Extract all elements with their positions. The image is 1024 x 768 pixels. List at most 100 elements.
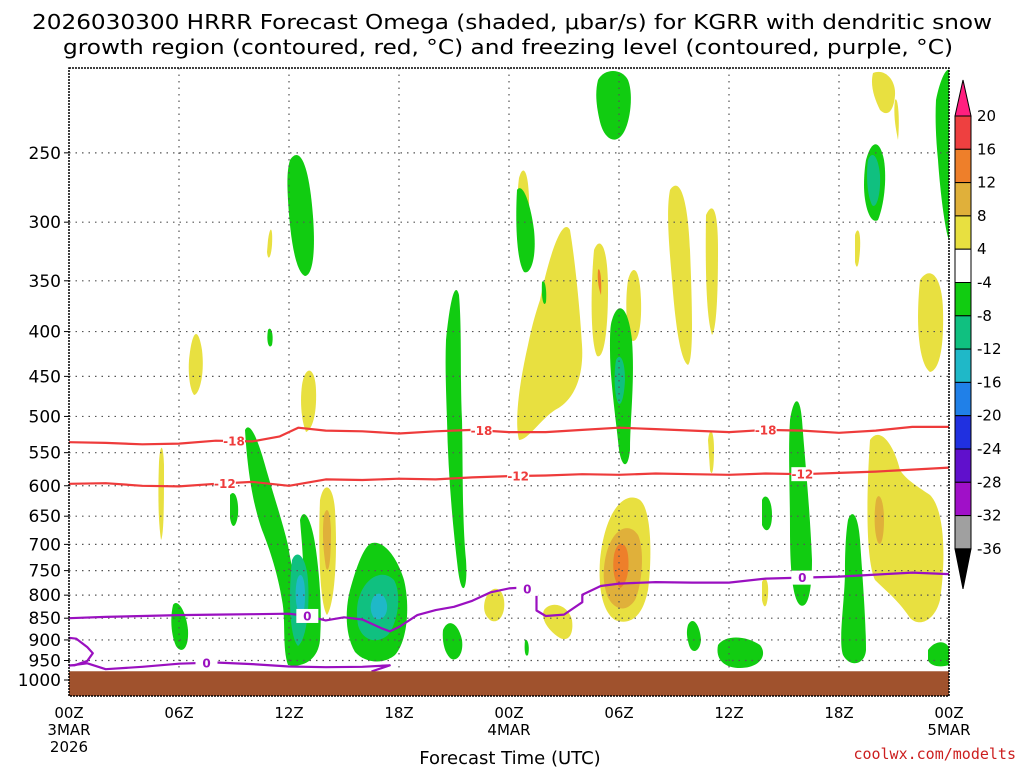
omega-negative-region <box>287 155 314 276</box>
terrain-ground <box>69 671 949 696</box>
freezing-level-contour <box>69 571 949 633</box>
colorbar-label: -8 <box>977 307 992 325</box>
x-tick-label: 00Z <box>494 704 523 722</box>
omega-positive-region <box>871 71 896 114</box>
colorbar-label: -28 <box>977 473 1002 491</box>
colorbar-swatch <box>954 248 972 283</box>
colorbar-label: 12 <box>977 174 996 192</box>
chart-title-line-2: growth region (contoured, red, °C) and f… <box>63 35 953 59</box>
omega-negative-region <box>370 593 388 620</box>
y-axis: 2503003504004505005506006507007508008509… <box>18 144 69 691</box>
contour-label: 0 <box>303 609 311 623</box>
chart-title-line-1: 2026030300 HRRR Forecast Omega (shaded, … <box>32 10 992 34</box>
omega-negative-region <box>614 356 625 404</box>
dotted-grid <box>69 68 949 696</box>
contour-label: 0 <box>523 582 531 596</box>
x-tick-date-label: 3MAR <box>47 721 90 739</box>
y-tick-label: 800 <box>29 586 61 606</box>
colorbar-swatch <box>954 348 972 383</box>
colorbar-swatch <box>954 148 972 184</box>
colorbar-swatch <box>954 448 972 483</box>
x-tick-label: 06Z <box>164 704 193 722</box>
omega-positive-region <box>613 543 629 588</box>
contour-label-background <box>507 468 530 483</box>
colorbar-label: -20 <box>977 407 1002 425</box>
omega-shading <box>158 69 949 668</box>
contour-label: -12 <box>791 468 813 482</box>
contour-label: -18 <box>755 423 777 437</box>
colorbar-swatch <box>954 282 972 317</box>
x-tick-year-label: 2026 <box>50 738 88 756</box>
omega-negative-region <box>789 401 812 606</box>
contour-label: -18 <box>223 435 245 449</box>
omega-positive-region <box>301 370 317 432</box>
y-tick-label: 650 <box>29 507 61 527</box>
contour-label-background <box>296 608 319 623</box>
x-tick-label: 12Z <box>714 704 743 722</box>
colorbar-label: -24 <box>977 440 1002 458</box>
colorbar-label: -32 <box>977 507 1002 525</box>
y-tick-label: 400 <box>29 323 61 343</box>
credit-text: coolwx.com/modelts <box>853 745 1016 763</box>
x-tick-label: 18Z <box>384 704 413 722</box>
colorbar-label: 8 <box>977 207 987 225</box>
omega-positive-region <box>762 578 769 607</box>
colorbar-label: -36 <box>977 540 1002 558</box>
colorbar-swatch <box>954 415 972 450</box>
y-tick-label: 700 <box>29 535 61 555</box>
contour-label-background <box>470 423 493 438</box>
omega-positive-region <box>918 273 944 372</box>
colorbar: 20 16 12 8 4 -4 -8 -12 -16 -20 -24 -28 -32 -36 <box>954 79 1002 589</box>
omega-negative-region <box>867 155 881 206</box>
colorbar-swatch <box>954 515 972 550</box>
colorbar-bottom-arrow <box>954 548 972 589</box>
colorbar-label: 20 <box>977 107 996 125</box>
y-tick-label: 550 <box>29 444 61 464</box>
y-tick-label: 300 <box>29 213 61 233</box>
colorbar-label: -12 <box>977 340 1002 358</box>
contour-label-background <box>791 467 814 482</box>
omega-positive-region <box>894 99 899 140</box>
contour-label: -12 <box>507 469 529 483</box>
omega-positive-region <box>591 243 608 357</box>
x-tick-date-label: 4MAR <box>487 721 530 739</box>
x-axis-label: Forecast Time (UTC) <box>419 748 600 768</box>
plot-border <box>68 67 950 697</box>
y-tick-label: 500 <box>29 407 61 427</box>
colorbar-top-arrow <box>954 79 972 117</box>
omega-negative-region <box>445 290 467 589</box>
freezing-level-contour <box>69 661 391 673</box>
y-tick-label: 450 <box>29 367 61 387</box>
y-tick-label: 250 <box>29 144 61 164</box>
omega-positive-region <box>188 333 203 395</box>
contour-label: 0 <box>798 571 806 585</box>
omega-positive-region <box>708 431 714 474</box>
x-tick-label: 06Z <box>604 704 633 722</box>
contour-label: -12 <box>214 477 236 491</box>
colorbar-swatch <box>954 215 972 250</box>
omega-negative-region <box>935 69 949 240</box>
x-tick-label: 12Z <box>274 704 303 722</box>
omega-negative-region <box>928 642 949 667</box>
omega-negative-region <box>295 575 305 617</box>
y-tick-label: 900 <box>29 631 61 651</box>
colorbar-label: -16 <box>977 373 1002 391</box>
omega-positive-region <box>705 208 718 335</box>
colorbar-swatch <box>954 315 972 350</box>
contour-label-background <box>213 476 236 491</box>
colorbar-label: -4 <box>977 274 992 292</box>
colorbar-swatch <box>954 182 972 217</box>
omega-negative-region <box>267 328 273 347</box>
contour-label-background <box>195 655 218 670</box>
omega-positive-region <box>668 185 692 365</box>
omega-negative-region <box>686 620 701 652</box>
colorbar-label: 4 <box>977 240 987 258</box>
y-tick-label: 350 <box>29 272 61 292</box>
contour-lines: -12 -12 -12 -18 -18 -18 0 0 0 0 <box>69 422 949 673</box>
omega-positive-region <box>267 229 273 258</box>
omega-negative-region <box>230 492 239 526</box>
omega-negative-region <box>541 281 547 304</box>
colorbar-label: 16 <box>977 140 996 158</box>
y-tick-label: 600 <box>29 477 61 497</box>
